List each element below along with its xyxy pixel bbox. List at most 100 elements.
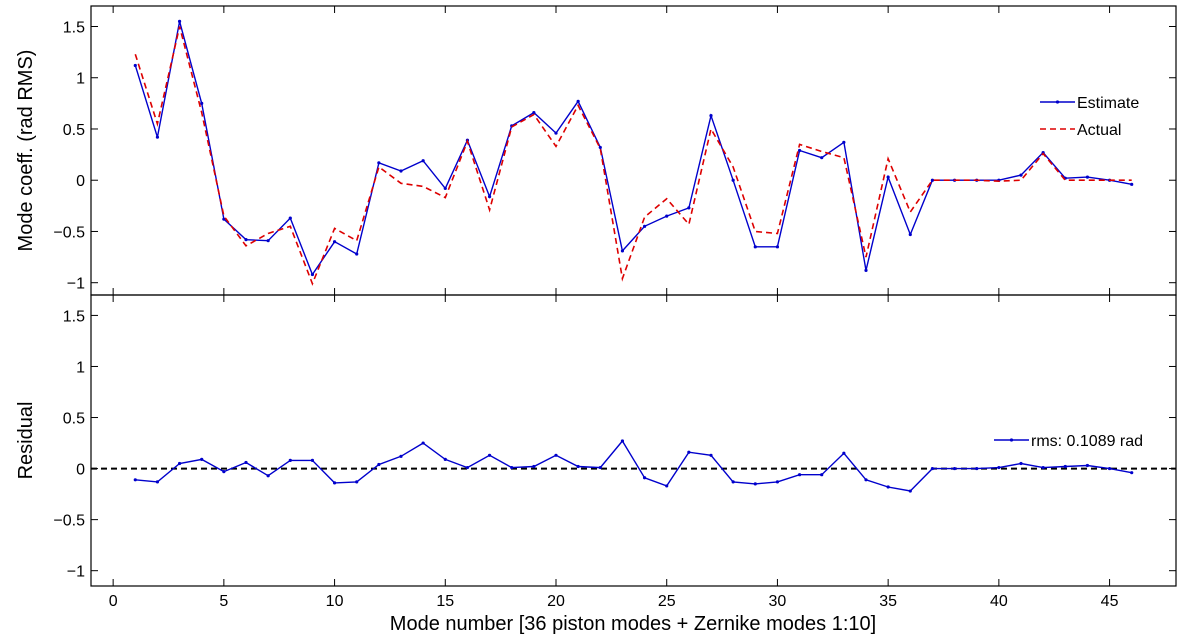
data-point <box>244 460 248 465</box>
data-point <box>620 439 625 443</box>
data-point <box>332 481 337 485</box>
data-point <box>642 476 647 480</box>
legend-entry: Actual <box>1077 122 1121 139</box>
data-point <box>332 240 337 244</box>
data-point <box>1041 465 1045 470</box>
data-point <box>399 169 403 173</box>
data-point <box>266 474 270 478</box>
data-point <box>155 480 160 484</box>
data-point <box>1085 175 1090 179</box>
data-point <box>975 466 979 471</box>
data-point <box>222 217 226 221</box>
y-axis-label: Residual <box>15 402 37 480</box>
data-point <box>487 195 492 199</box>
data-point <box>200 101 204 105</box>
data-point <box>421 159 425 163</box>
plot-frame <box>90 294 1177 587</box>
data-point <box>576 99 580 103</box>
data-point <box>200 457 204 461</box>
data-point <box>399 454 403 458</box>
data-point <box>133 478 137 482</box>
data-point <box>443 457 447 461</box>
data-point <box>886 175 890 179</box>
data-point <box>886 485 890 489</box>
y-axis-label: Mode coeff. (rad RMS) <box>15 50 37 252</box>
data-point <box>620 249 625 253</box>
x-tick-label: 15 <box>436 593 454 610</box>
data-point <box>731 178 735 182</box>
data-point <box>864 478 868 482</box>
x-tick-label: 45 <box>1101 593 1119 610</box>
x-tick-label: 30 <box>769 593 787 610</box>
data-point <box>377 161 381 165</box>
series-line-2 <box>134 26 1132 286</box>
data-point <box>775 245 780 249</box>
legend-marker <box>1009 438 1014 442</box>
data-point <box>775 480 780 484</box>
data-point <box>377 462 381 467</box>
data-point <box>1019 461 1023 466</box>
data-point <box>687 206 691 210</box>
data-point <box>554 131 558 135</box>
data-point <box>709 114 713 118</box>
x-tick-label: 40 <box>990 593 1008 610</box>
data-point <box>421 441 425 445</box>
data-point <box>930 466 935 471</box>
data-point <box>288 458 292 463</box>
data-point <box>598 465 602 470</box>
data-point <box>820 473 824 477</box>
x-tick-label: 25 <box>658 593 676 610</box>
top-panel: −1 −0.5 0 0.5 1 1.5 Mode coeff. (rad RMS) Estim… <box>15 5 1177 296</box>
x-tick-label: 20 <box>547 593 565 610</box>
data-point <box>930 178 935 182</box>
data-point <box>222 470 226 474</box>
legend-entry: rms: 0.1089 rad <box>1031 433 1143 450</box>
data-point <box>820 156 824 160</box>
bottom-panel: −1 −0.5 0 0.5 1 1.5 0 5 10 15 20 25 30 35 40 45 Residual… <box>15 294 1177 610</box>
data-point <box>244 238 248 242</box>
data-point <box>310 458 315 463</box>
data-point <box>864 268 868 273</box>
data-point <box>355 252 359 256</box>
data-point <box>731 480 735 484</box>
y-tick-label: 1 <box>76 359 85 376</box>
data-point <box>753 482 757 486</box>
y-tick-label: 0 <box>76 462 85 479</box>
x-axis-label: Mode number [36 piston modes + Zernike m… <box>390 613 876 635</box>
data-point <box>155 135 160 139</box>
y-tick-label: 1.5 <box>63 308 85 325</box>
data-point <box>310 272 315 277</box>
x-tick-label: 10 <box>326 593 344 610</box>
data-point <box>908 232 912 237</box>
data-point <box>532 110 536 115</box>
data-point <box>842 140 846 144</box>
data-point <box>1130 182 1134 186</box>
data-point <box>355 480 359 484</box>
data-point <box>997 465 1001 470</box>
plot-frame <box>90 5 1177 296</box>
data-point <box>842 451 846 455</box>
x-tick-label: 35 <box>879 593 897 610</box>
data-point <box>665 484 669 488</box>
data-point <box>709 453 713 457</box>
data-point <box>665 214 669 218</box>
y-tick-label: −0.5 <box>53 224 85 241</box>
data-point <box>1130 471 1134 475</box>
data-point <box>797 473 802 477</box>
series-line-1 <box>135 439 1132 492</box>
y-tick-label: 0.5 <box>63 411 85 428</box>
y-tick-label: −1 <box>67 564 85 581</box>
data-point <box>133 63 137 68</box>
y-tick-label: 1.5 <box>63 19 85 36</box>
data-point <box>1107 466 1112 471</box>
data-point <box>266 239 270 243</box>
data-point <box>510 465 514 470</box>
data-point <box>443 186 447 191</box>
data-point <box>598 145 602 150</box>
data-point <box>177 19 182 23</box>
y-tick-label: 0 <box>76 173 85 190</box>
data-point <box>177 461 182 466</box>
data-point <box>1019 173 1023 177</box>
data-point <box>642 224 647 228</box>
